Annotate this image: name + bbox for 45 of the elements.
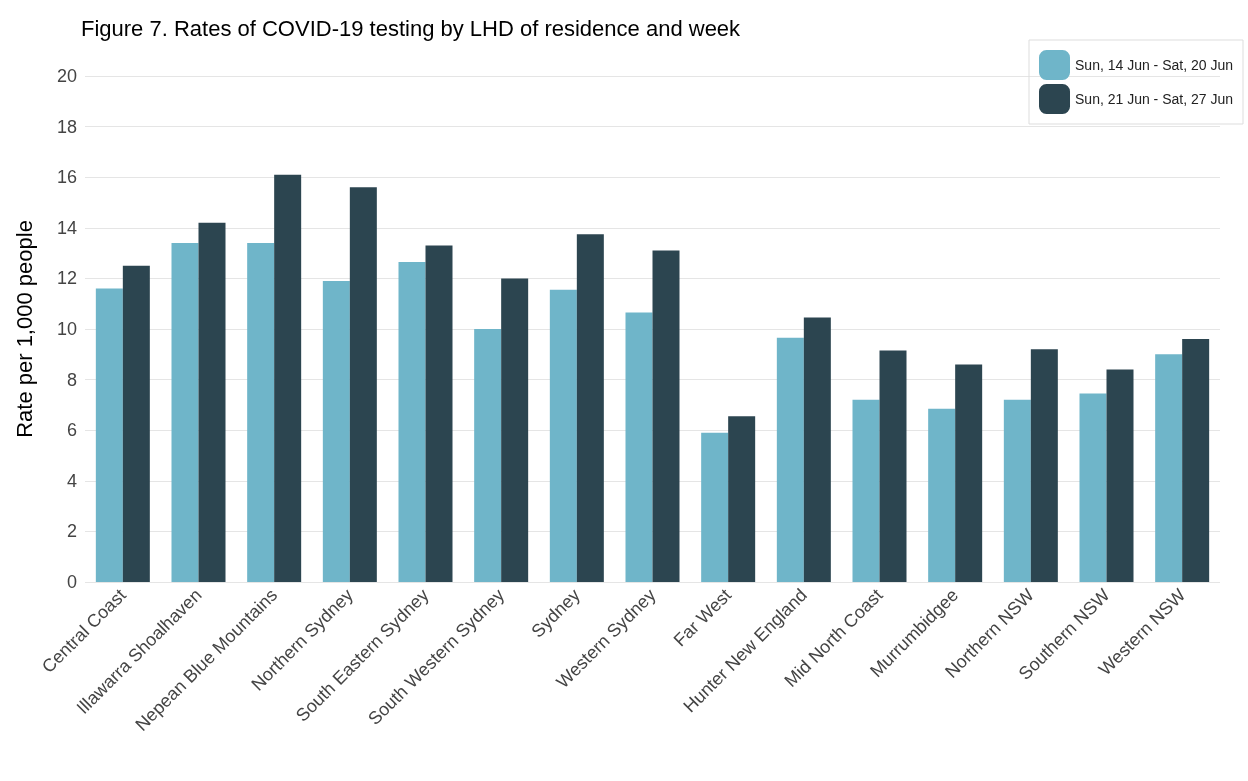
- bar: [1003, 399, 1031, 582]
- y-tick-label: 20: [56, 66, 77, 86]
- y-tick-label: 18: [56, 116, 77, 137]
- legend-label: Sun, 21 Jun - Sat, 27 Jun: [1075, 91, 1234, 107]
- y-tick-label: 2: [66, 521, 77, 542]
- bar: [425, 245, 453, 582]
- bar: [322, 280, 350, 582]
- bar: [776, 337, 804, 582]
- bar: [95, 288, 123, 582]
- bar: [879, 350, 907, 582]
- y-tick-label: 6: [66, 420, 77, 441]
- bar: [928, 408, 956, 582]
- bar: [1030, 349, 1058, 582]
- bar: [1155, 354, 1183, 582]
- legend-label: Sun, 14 Jun - Sat, 20 Jun: [1075, 57, 1234, 73]
- bar: [398, 261, 426, 582]
- bar: [274, 174, 302, 582]
- y-tick-label: 10: [56, 319, 77, 339]
- bar: [803, 317, 831, 582]
- bar: [955, 364, 983, 582]
- bar: [701, 432, 729, 582]
- bar: [501, 278, 529, 582]
- bar: [549, 289, 577, 582]
- bar: [474, 329, 502, 582]
- bar: [349, 187, 377, 582]
- chart-title: Figure 7. Rates of COVID-19 testing by LHD of residence and week: [81, 15, 742, 41]
- bar: [247, 242, 275, 582]
- y-tick-label: 14: [56, 217, 77, 238]
- y-tick-label: 8: [66, 369, 77, 390]
- y-tick-label: 16: [56, 167, 77, 188]
- bar: [122, 265, 150, 582]
- bar: [171, 242, 199, 582]
- bar: [625, 312, 653, 582]
- bar: [728, 416, 756, 582]
- bar: [1106, 369, 1134, 582]
- bar: [652, 250, 680, 582]
- bar: [852, 399, 880, 582]
- bar: [1182, 339, 1210, 582]
- bar: [576, 234, 604, 582]
- y-tick-label: 12: [56, 268, 77, 289]
- y-tick-label: 4: [66, 470, 77, 491]
- y-tick-label: 0: [66, 572, 77, 592]
- bar: [198, 222, 226, 582]
- bar: [1079, 393, 1107, 582]
- y-axis-title: Rate per 1,000 people: [11, 220, 37, 438]
